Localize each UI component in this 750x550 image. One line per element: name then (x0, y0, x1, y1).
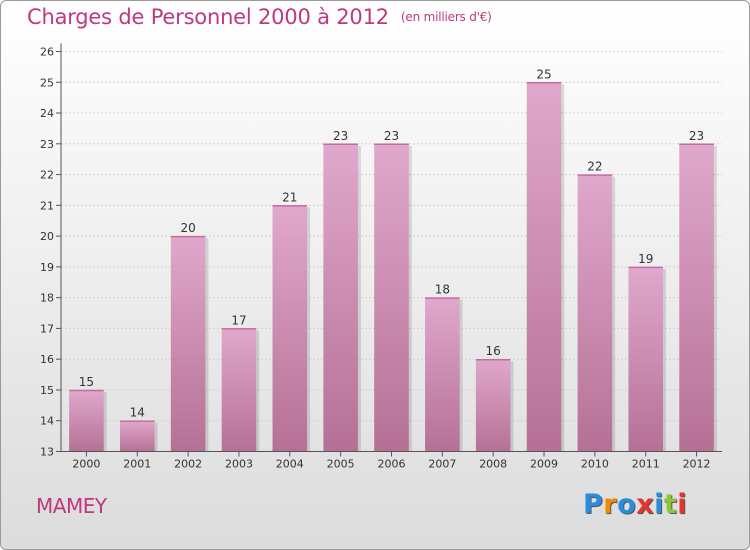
data-label: 25 (536, 67, 551, 81)
chart-title: Charges de Personnel 2000 à 2012 (27, 5, 389, 29)
bar (221, 328, 257, 452)
proxiti-logo: Proxiti (583, 489, 687, 520)
data-label: 15 (79, 375, 94, 389)
x-tick-label: 2003 (225, 458, 253, 471)
chart-unit: (en milliers d'€) (400, 10, 492, 24)
x-tick-label: 2007 (428, 458, 456, 471)
x-tick-label: 2009 (530, 458, 558, 471)
y-tick-label: 17 (40, 322, 54, 335)
y-tick-label: 16 (40, 353, 54, 366)
logo-letter: i (654, 489, 664, 520)
y-tick-label: 22 (40, 169, 54, 182)
data-label: 22 (587, 160, 602, 174)
x-tick-label: 2011 (632, 458, 660, 471)
y-tick-label: 13 (40, 446, 54, 459)
bar (170, 236, 206, 452)
y-tick-label: 18 (40, 292, 54, 305)
y-tick-label: 26 (40, 46, 54, 59)
data-label: 23 (384, 129, 399, 143)
x-tick-label: 2012 (683, 458, 711, 471)
bar (577, 174, 613, 452)
bar (69, 389, 104, 452)
logo-letter: P (583, 489, 604, 520)
commune-name: MAMEY (36, 494, 107, 518)
y-tick-label: 20 (40, 230, 54, 243)
y-tick-label: 15 (40, 384, 54, 397)
data-label: 21 (282, 190, 297, 204)
data-label: 19 (638, 252, 653, 266)
bar (272, 205, 308, 452)
y-tick-label: 19 (40, 261, 54, 274)
data-label: 23 (333, 129, 348, 143)
x-tick-label: 2005 (327, 458, 355, 471)
y-tick-label: 23 (40, 138, 54, 151)
x-tick-label: 2000 (72, 458, 100, 471)
y-tick-label: 24 (40, 107, 54, 120)
logo-letter: r (603, 489, 618, 520)
data-label: 23 (689, 129, 704, 143)
x-tick-label: 2006 (378, 458, 406, 471)
data-label: 18 (435, 283, 450, 297)
y-tick-label: 14 (40, 415, 54, 428)
bar (119, 420, 155, 452)
data-label: 14 (130, 406, 145, 420)
data-label: 16 (486, 344, 501, 358)
logo-letter: i (677, 489, 688, 520)
y-tick-label: 25 (40, 76, 54, 89)
x-tick-label: 2004 (276, 458, 304, 471)
bar (323, 143, 358, 452)
bar (425, 297, 460, 452)
logo-letter: x (636, 489, 655, 520)
chart-title-block: Charges de Personnel 2000 à 2012 (en mill… (27, 5, 492, 29)
y-tick-label: 21 (40, 199, 54, 212)
logo-letter: t (663, 489, 678, 520)
bar (374, 143, 409, 452)
logo-letter: o (617, 489, 637, 520)
x-tick-label: 2010 (581, 458, 609, 471)
bar (628, 266, 664, 452)
data-label: 20 (180, 221, 195, 235)
data-label: 17 (231, 313, 246, 327)
x-tick-label: 2002 (174, 458, 202, 471)
bar (679, 143, 714, 452)
x-tick-label: 2001 (123, 458, 151, 471)
x-tick-label: 2008 (479, 458, 507, 471)
bar (475, 359, 511, 452)
bar (526, 82, 562, 452)
